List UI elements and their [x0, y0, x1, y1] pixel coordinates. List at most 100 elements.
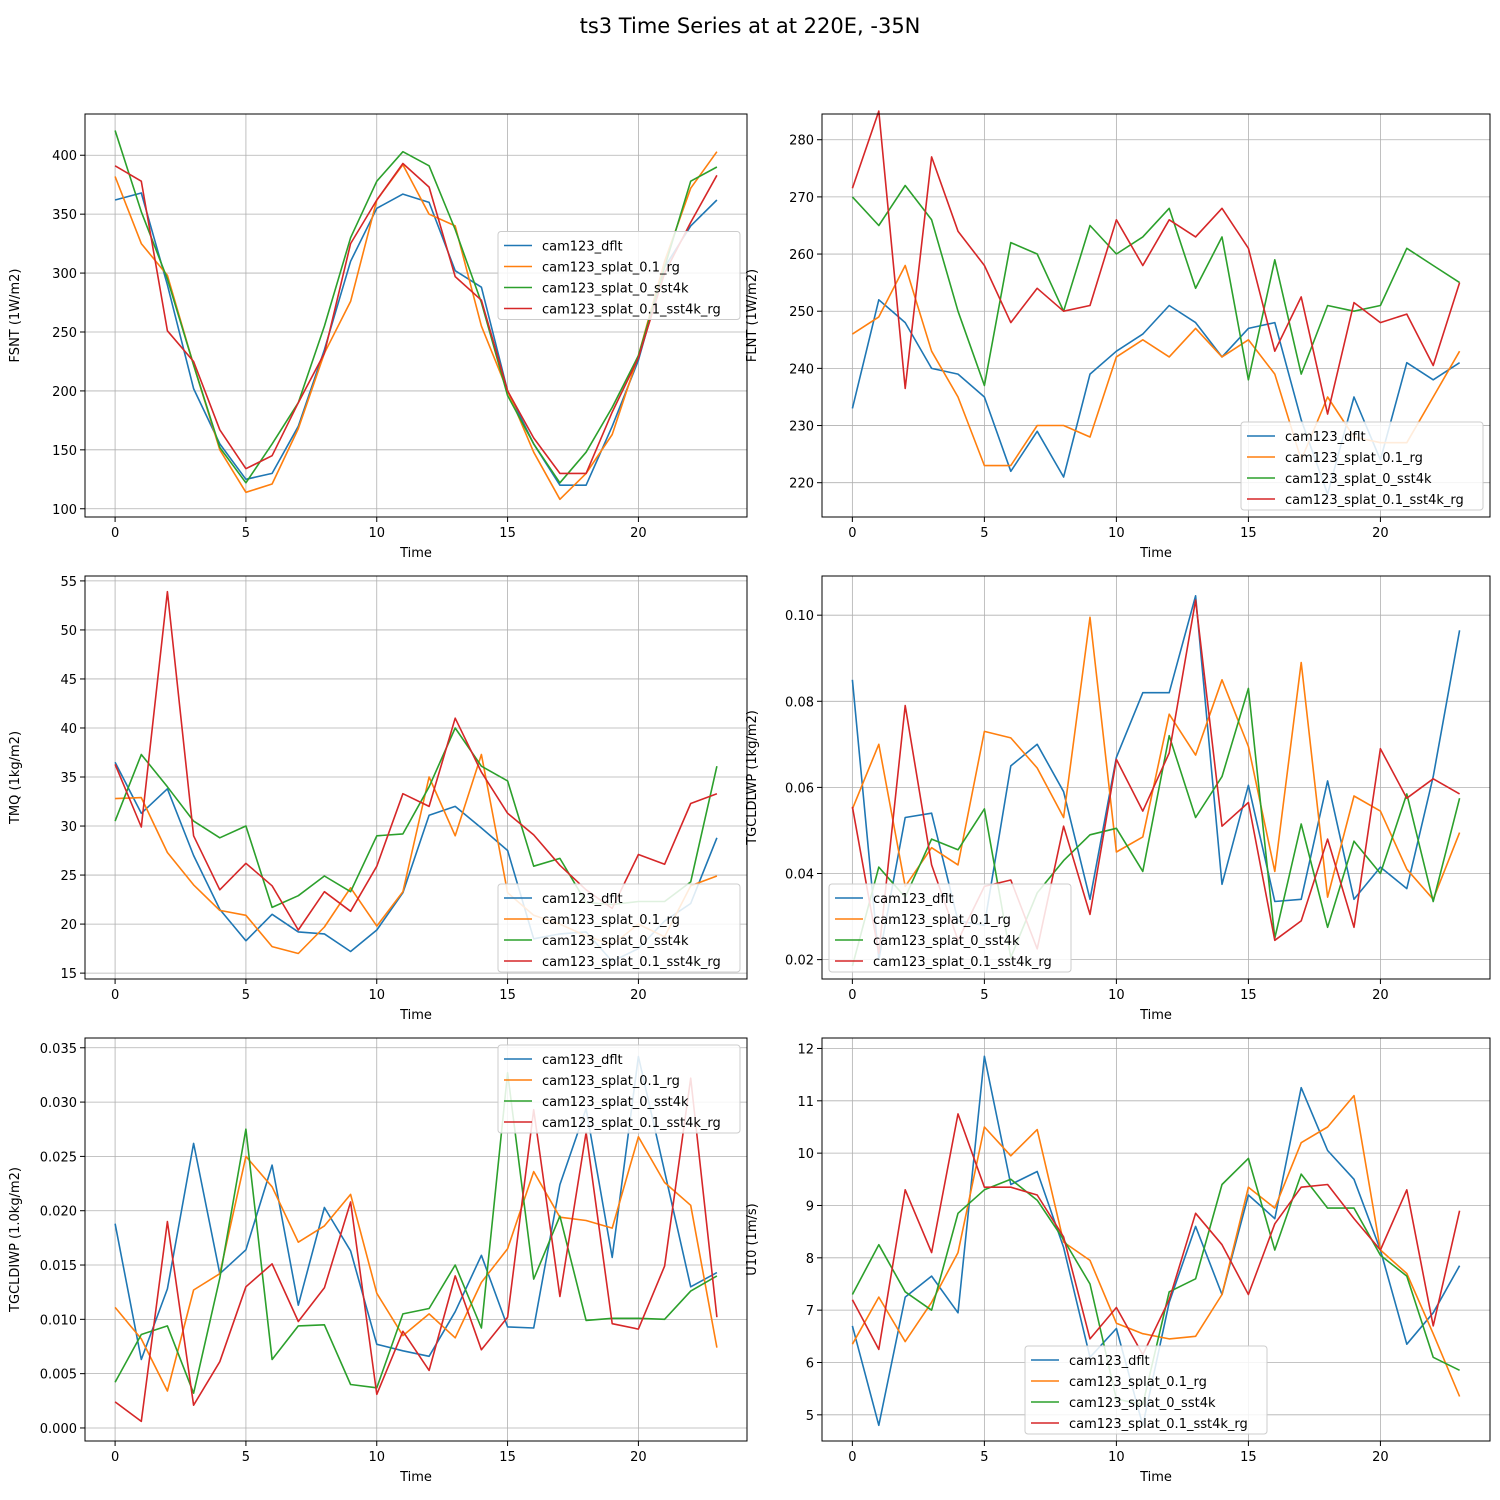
- x-tick-label: 10: [1108, 1450, 1125, 1465]
- x-tick-label: 0: [111, 1450, 119, 1465]
- y-tick-label: 300: [52, 267, 77, 282]
- series-line-cam123_splat_0.1_rg: [851, 616, 1461, 901]
- y-tick-label: 50: [60, 624, 77, 639]
- y-tick-label: 5: [806, 1409, 814, 1424]
- y-tick-label: 20: [60, 918, 77, 933]
- series-line-cam123_splat_0.1_sst4k_rg: [851, 1113, 1461, 1356]
- legend-label: cam123_splat_0_sst4k: [542, 282, 689, 297]
- axes-frame: [821, 575, 1491, 980]
- series-line-cam123_splat_0.1_rg: [114, 1136, 718, 1392]
- chart-panel-2: 0 5 10 15 20 220 230 240 250 260 270 280 Time FLNT (1…: [745, 110, 1491, 561]
- figure-title: ts3 Time Series at at 220E, -35N: [579, 14, 921, 38]
- x-axis-label: Time: [1139, 1470, 1172, 1485]
- y-tick-label: 0.005: [40, 1368, 77, 1383]
- x-tick-label: 15: [1240, 526, 1257, 541]
- series-line-cam123_dflt: [114, 1055, 718, 1361]
- legend: cam123_dflt cam123_splat_0.1_rg cam123_spl…: [1024, 1345, 1268, 1435]
- legend-label: cam123_splat_0.1_sst4k_rg: [1285, 493, 1464, 508]
- legend-label: cam123_splat_0_sst4k: [1285, 472, 1432, 487]
- series-line-cam123_splat_0.1_sst4k_rg: [114, 162, 718, 475]
- legend-box: [1024, 1345, 1268, 1435]
- series-line-cam123_splat_0.1_sst4k_rg: [851, 110, 1461, 415]
- legend-box: [497, 231, 741, 320]
- x-axis-label: Time: [399, 1008, 432, 1023]
- x-tick-label: 20: [630, 526, 647, 541]
- y-axis-label: FSNT (1W/m2): [8, 269, 23, 363]
- legend: cam123_dflt cam123_splat_0.1_rg cam123_spl…: [497, 231, 741, 320]
- y-tick-label: 45: [60, 673, 77, 688]
- x-tick-label: 5: [980, 1450, 988, 1465]
- chart-panel-4: 0 5 10 15 20 0.02 0.04 0.06 0.08 0.10 Time TGCLDLWP…: [745, 575, 1491, 1023]
- y-tick-label: 0.10: [785, 609, 814, 624]
- y-tick-label: 0.030: [40, 1096, 77, 1111]
- legend-label: cam123_splat_0.1_sst4k_rg: [1069, 1417, 1248, 1432]
- y-tick-label: 12: [797, 1042, 814, 1057]
- y-tick-label: 8: [806, 1252, 814, 1267]
- x-tick-label: 5: [242, 988, 250, 1003]
- y-tick-label: 6: [806, 1356, 814, 1371]
- x-tick-label: 15: [499, 1450, 516, 1465]
- legend-label: cam123_splat_0.1_sst4k_rg: [542, 955, 721, 970]
- legend-label: cam123_splat_0.1_sst4k_rg: [542, 1116, 721, 1131]
- y-tick-label: 400: [52, 149, 77, 164]
- x-tick-label: 10: [1108, 988, 1125, 1003]
- axes-frame: [821, 113, 1491, 518]
- legend-label: cam123_splat_0.1_rg: [873, 913, 1011, 928]
- legend-label: cam123_splat_0.1_sst4k_rg: [873, 955, 1052, 970]
- y-tick-label: 0.010: [40, 1313, 77, 1328]
- y-tick-label: 350: [52, 208, 77, 223]
- y-tick-label: 0.015: [40, 1259, 77, 1274]
- y-tick-label: 0.035: [40, 1042, 77, 1057]
- legend-label: cam123_dflt: [542, 240, 623, 255]
- legend-label: cam123_dflt: [873, 892, 954, 907]
- legend-label: cam123_splat_0.1_rg: [1069, 1375, 1207, 1390]
- y-axis-label: TMQ (1kg/m2): [8, 731, 23, 825]
- legend-box: [497, 1044, 741, 1134]
- x-axis-label: Time: [1139, 1008, 1172, 1023]
- axes-frame: [84, 113, 748, 518]
- x-tick-label: 15: [499, 988, 516, 1003]
- series-line-cam123_splat_0.1_sst4k_rg: [114, 1077, 718, 1423]
- y-tick-label: 35: [60, 771, 77, 786]
- x-tick-label: 0: [111, 526, 119, 541]
- y-tick-label: 40: [60, 722, 77, 737]
- x-tick-label: 10: [368, 526, 385, 541]
- x-tick-label: 0: [111, 988, 119, 1003]
- legend-label: cam123_splat_0.1_rg: [1285, 451, 1423, 466]
- y-tick-label: 200: [52, 385, 77, 400]
- y-tick-label: 100: [52, 503, 77, 518]
- legend-label: cam123_splat_0.1_rg: [542, 913, 680, 928]
- y-tick-label: 9: [806, 1199, 814, 1214]
- legend-box: [1240, 421, 1484, 511]
- legend: cam123_dflt cam123_splat_0.1_rg cam123_spl…: [828, 883, 1072, 973]
- y-tick-label: 0.02: [785, 954, 814, 969]
- x-tick-label: 10: [1108, 526, 1125, 541]
- y-tick-label: 0.04: [785, 868, 814, 883]
- x-tick-label: 15: [1240, 988, 1257, 1003]
- y-tick-label: 260: [789, 248, 814, 263]
- y-tick-label: 280: [789, 134, 814, 149]
- x-tick-label: 5: [242, 1450, 250, 1465]
- y-tick-label: 25: [60, 869, 77, 884]
- y-axis-label: U10 (1m/s): [745, 1203, 760, 1275]
- legend-label: cam123_dflt: [1285, 430, 1366, 445]
- x-tick-label: 15: [1240, 1450, 1257, 1465]
- y-tick-label: 7: [806, 1304, 814, 1319]
- y-axis-label: TGCLDIWP (1.0kg/m2): [8, 1167, 23, 1313]
- y-tick-label: 55: [60, 575, 77, 590]
- x-tick-label: 10: [368, 988, 385, 1003]
- chart-panel-6: 0 5 10 15 20 5 6 7 8 9 10 11 12 Time U10 (1m/s) cam123_…: [745, 1037, 1491, 1485]
- legend-box: [828, 883, 1072, 973]
- y-tick-label: 10: [797, 1147, 814, 1162]
- x-tick-label: 10: [368, 1450, 385, 1465]
- y-tick-label: 0.06: [785, 781, 814, 796]
- x-axis-label: Time: [399, 1470, 432, 1485]
- y-tick-label: 30: [60, 820, 77, 835]
- series-line-cam123_dflt: [851, 298, 1461, 495]
- series-line-cam123_splat_0.1_rg: [114, 151, 718, 501]
- legend: cam123_dflt cam123_splat_0.1_rg cam123_spl…: [1240, 421, 1484, 511]
- y-tick-label: 240: [789, 362, 814, 377]
- legend-label: cam123_splat_0.1_sst4k_rg: [542, 303, 721, 318]
- x-tick-label: 0: [848, 1450, 856, 1465]
- series-line-cam123_splat_0_sst4k: [114, 130, 718, 484]
